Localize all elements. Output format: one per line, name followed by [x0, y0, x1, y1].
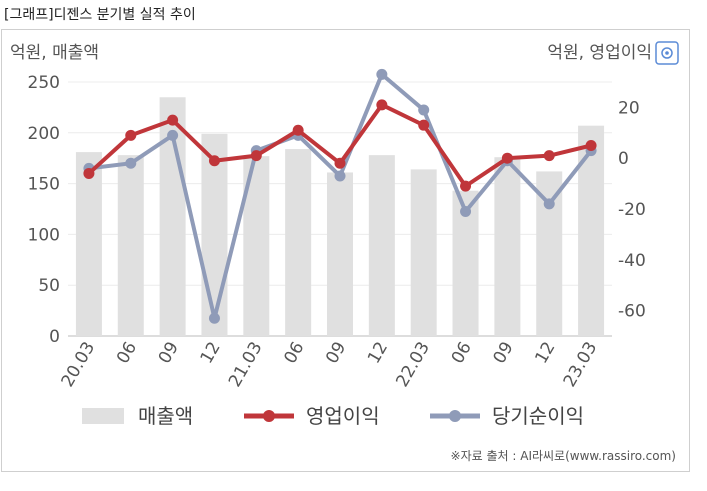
legend: 매출액 영업이익 당기순이익: [82, 404, 584, 428]
right-tick-label: 0: [618, 149, 629, 169]
legend-item: 매출액: [82, 404, 193, 428]
x-tick-label: 20.03: [58, 339, 100, 391]
series-point: [125, 157, 137, 169]
right-tick-label: -20: [618, 200, 646, 220]
series-point: [418, 104, 430, 116]
legend-label: 영업이익: [306, 404, 380, 428]
line-series: [83, 68, 597, 324]
series-point: [460, 180, 472, 192]
x-tick-label: 12: [531, 339, 559, 368]
series-point: [167, 114, 179, 126]
series-point: [334, 157, 346, 169]
chart-options-icon[interactable]: [655, 41, 679, 65]
x-tick-label: 22.03: [392, 339, 434, 391]
x-tick-label: 12: [364, 339, 392, 368]
series-point: [460, 206, 472, 218]
series-point: [208, 312, 220, 324]
x-tick-label: 09: [155, 339, 183, 368]
x-axis-ticks: 20.03 06 09 12 21.03 06 09 12 22.03 06 09 12 23.03: [58, 339, 602, 391]
right-axis-ticks: -60 -40 -20 0 20: [618, 98, 646, 321]
x-tick-label: 06: [448, 339, 476, 368]
legend-marker: [263, 410, 275, 422]
series-point: [501, 152, 513, 164]
revenue-bar: [368, 155, 395, 336]
series-point: [292, 124, 304, 136]
series-point: [83, 167, 95, 179]
series-point: [376, 99, 388, 111]
revenue-bar: [410, 169, 437, 336]
series-point: [334, 170, 346, 182]
revenue-bars: [75, 97, 605, 337]
left-axis-label: 억원, 매출액: [10, 43, 99, 63]
series-point: [543, 198, 555, 210]
x-tick-label: 12: [197, 339, 225, 368]
series-point: [208, 155, 220, 167]
x-tick-label: 09: [322, 339, 350, 368]
right-tick-label: 20: [618, 98, 640, 118]
revenue-bar: [327, 172, 353, 336]
legend-marker: [449, 410, 461, 422]
x-tick-label: 21.03: [225, 339, 267, 391]
right-tick-label: -60: [618, 302, 646, 322]
revenue-bar: [494, 157, 521, 336]
revenue-bar: [75, 152, 102, 336]
left-tick-label: 50: [38, 276, 60, 296]
revenue-bar: [578, 125, 605, 336]
x-tick-label: 06: [113, 339, 141, 368]
revenue-bar: [117, 155, 144, 336]
left-tick-label: 100: [28, 225, 60, 245]
legend-swatch: [82, 408, 124, 424]
series-point: [167, 129, 179, 141]
series-point: [418, 119, 430, 131]
right-tick-label: -40: [618, 251, 646, 271]
legend-label: 매출액: [138, 404, 193, 428]
left-tick-label: 0: [49, 327, 60, 347]
x-tick-label: 06: [280, 339, 308, 368]
legend-label: 당기순이익: [492, 404, 584, 428]
source-note: ※자료 출처 : AI라씨로(www.rassiro.com): [451, 449, 676, 463]
revenue-bar: [201, 133, 228, 336]
series-point: [250, 150, 262, 162]
chart-caption: [그래프]디젠스 분기별 실적 추이: [4, 7, 196, 23]
series-point: [585, 140, 597, 151]
legend-item: 영업이익: [244, 404, 380, 428]
left-axis-ticks: 0 50 100 150 200 250: [28, 73, 60, 347]
series-point: [543, 150, 555, 162]
series-point: [376, 68, 388, 80]
left-tick-label: 150: [28, 175, 60, 195]
right-axis-label: 억원, 영업이익: [547, 43, 652, 63]
left-tick-label: 250: [28, 73, 60, 93]
legend-item: 당기순이익: [430, 404, 584, 428]
series-point: [125, 129, 137, 141]
x-tick-label: 09: [490, 339, 518, 368]
x-tick-label: 23.03: [560, 339, 602, 391]
revenue-bar: [285, 149, 312, 336]
left-tick-label: 200: [28, 124, 60, 144]
